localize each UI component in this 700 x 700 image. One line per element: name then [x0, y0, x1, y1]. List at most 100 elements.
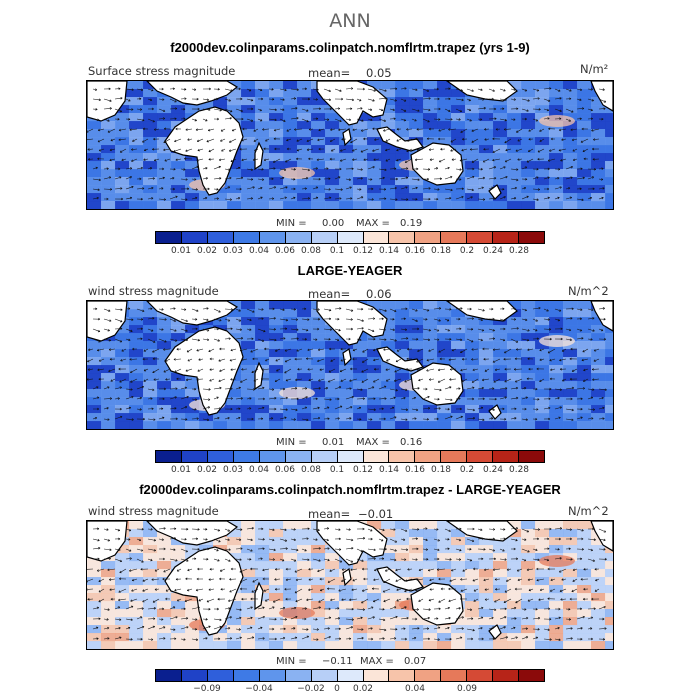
wind-vector-head: [184, 537, 187, 541]
wind-vector-head: [481, 186, 484, 190]
wind-vector: [378, 118, 386, 122]
field-cell: [605, 113, 613, 122]
wind-vector-head: [537, 558, 540, 562]
panel-2-field-map: [87, 301, 613, 429]
wind-vector-head: [216, 396, 219, 400]
wind-vector-head: [339, 307, 342, 310]
colorbar-bin: [337, 232, 364, 243]
field-cell: [563, 569, 578, 578]
wind-vector-head: [206, 139, 209, 143]
wind-vector: [389, 397, 396, 400]
field-cell: [465, 405, 480, 414]
wind-vector-head: [254, 149, 257, 152]
wind-vector: [276, 368, 281, 372]
wind-vector: [197, 148, 204, 151]
field-cell: [591, 545, 606, 554]
wind-vector-head: [560, 327, 563, 331]
wind-vector: [110, 378, 116, 382]
wind-vector-head: [273, 186, 277, 189]
field-cell: [367, 593, 382, 602]
field-cell: [605, 625, 613, 634]
wind-vector-head: [304, 307, 307, 311]
wind-vector: [543, 88, 552, 90]
field-cell: [479, 397, 494, 406]
wind-vector-head: [527, 338, 530, 342]
wind-vector: [389, 528, 396, 530]
wind-vector-head: [415, 88, 418, 92]
wind-vector-head: [602, 406, 605, 410]
wind-vector: [180, 338, 188, 341]
wind-vector: [573, 158, 578, 161]
wind-vector-head: [117, 606, 121, 609]
wind-vector: [120, 358, 127, 362]
wind-vector-head: [602, 187, 605, 190]
wind-vector-head: [383, 328, 386, 331]
field-cell: [591, 625, 606, 634]
wind-vector-head: [406, 357, 409, 361]
wind-vector-head: [330, 359, 333, 362]
wind-vector: [515, 598, 523, 604]
wind-vector: [279, 108, 285, 111]
wind-vector-head: [426, 89, 430, 92]
wind-vector: [125, 396, 134, 400]
wind-vector: [367, 386, 375, 390]
wind-vector: [400, 118, 406, 121]
field-cell: [591, 373, 606, 382]
field-cell: [227, 545, 242, 554]
wind-vector-head: [579, 117, 582, 121]
field-cell: [395, 397, 410, 406]
wind-vector: [87, 148, 94, 150]
wind-vector-head: [97, 139, 101, 143]
wind-vector: [404, 378, 413, 383]
wind-vector-head: [130, 388, 133, 391]
field-cell: [437, 121, 452, 130]
wind-vector: [275, 358, 281, 362]
wind-vector: [389, 98, 397, 102]
wind-vector-head: [492, 360, 495, 363]
wind-vector-head: [261, 527, 264, 531]
wind-vector-head: [601, 396, 604, 400]
wind-vector-head: [227, 416, 230, 420]
field-cell: [325, 105, 340, 114]
field-cell: [549, 625, 564, 634]
field-cell: [339, 421, 354, 429]
wind-vector-head: [426, 557, 429, 561]
wind-vector: [455, 88, 463, 91]
field-cell: [409, 309, 424, 318]
wind-vector-head: [317, 308, 320, 311]
wind-vector-head: [373, 578, 376, 582]
field-cell: [437, 193, 452, 202]
field-cell: [269, 373, 284, 382]
field-cell: [465, 365, 480, 374]
field-cell: [521, 553, 536, 562]
wind-vector-head: [418, 568, 422, 572]
wind-vector-head: [231, 128, 235, 132]
wind-vector: [356, 168, 363, 170]
field-cell: [591, 609, 606, 618]
field-cell: [283, 185, 298, 194]
field-cell: [507, 161, 522, 170]
field-cell: [563, 365, 578, 374]
field-cell: [325, 561, 340, 570]
wind-vector-head: [183, 607, 186, 611]
land-coastline: [410, 582, 464, 626]
wind-vector: [307, 368, 314, 370]
wind-vector-head: [483, 548, 486, 551]
field-cell: [87, 365, 102, 374]
wind-vector-head: [350, 560, 354, 563]
wind-vector: [411, 418, 417, 420]
wind-vector: [147, 418, 156, 421]
wind-vector: [538, 598, 545, 601]
wind-vector: [180, 387, 187, 390]
field-cell: [297, 193, 312, 202]
land-coastline: [590, 301, 613, 332]
wind-vector: [340, 358, 347, 362]
wind-vector-head: [185, 329, 188, 332]
wind-vector-head: [216, 327, 219, 331]
wind-vector: [312, 197, 319, 200]
wind-vector: [296, 148, 303, 151]
wind-vector: [103, 418, 110, 420]
wind-vector-head: [569, 537, 572, 541]
wind-vector-head: [304, 87, 307, 91]
field-cell: [367, 397, 382, 406]
